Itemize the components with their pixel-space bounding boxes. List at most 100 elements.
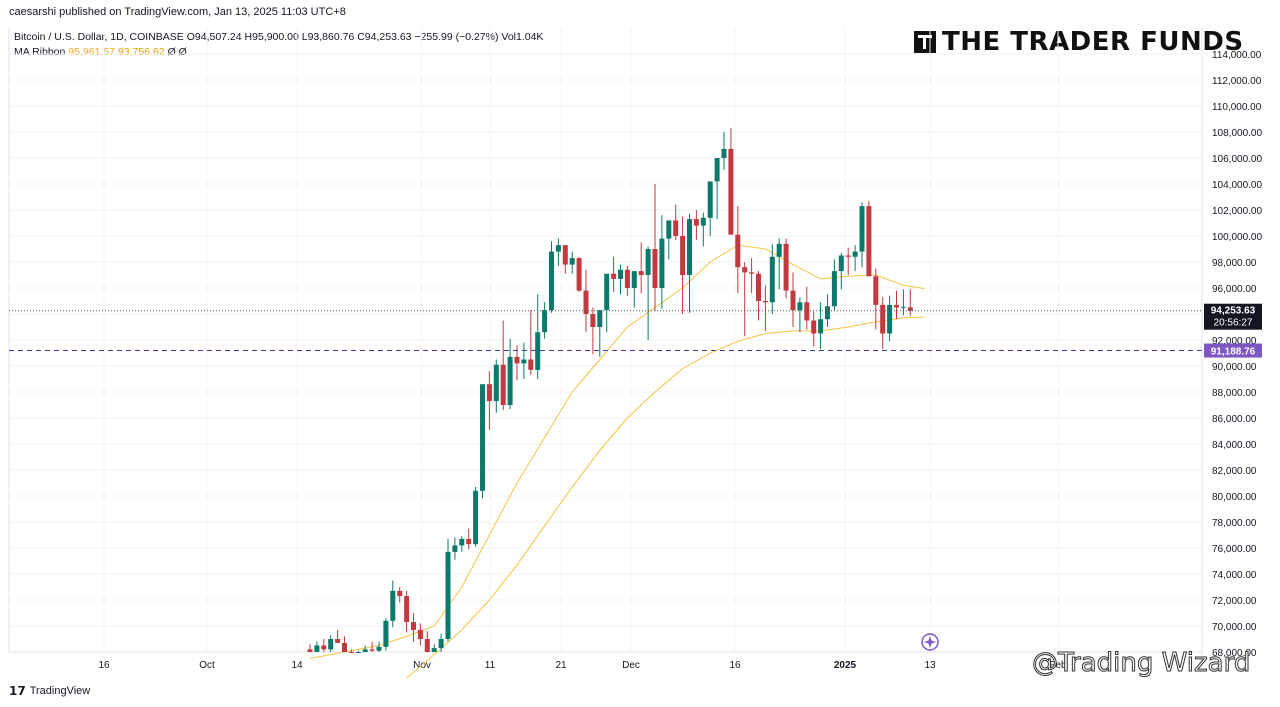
countdown-label: 20:56:27 bbox=[1214, 318, 1253, 329]
tradingview-footer[interactable]: 𝟭𝟳 TradingView bbox=[9, 684, 90, 698]
brand-text: THE TRADER FUNDS bbox=[942, 27, 1244, 57]
candle-body bbox=[542, 310, 548, 333]
candle-body bbox=[417, 629, 423, 639]
y-tick-label: 114,000.00 bbox=[1212, 50, 1262, 61]
candle-body bbox=[818, 319, 824, 334]
candle-body bbox=[576, 258, 582, 291]
y-tick-label: 84,000.00 bbox=[1212, 440, 1257, 451]
candle-body bbox=[721, 148, 727, 158]
candle-body bbox=[887, 304, 893, 334]
candle-body bbox=[583, 290, 589, 314]
candle-body bbox=[431, 648, 437, 652]
candle-body bbox=[776, 243, 782, 257]
candle-body bbox=[756, 273, 761, 301]
candle-body bbox=[562, 245, 568, 265]
legend-ma-label[interactable]: MA Ribbon bbox=[14, 46, 66, 58]
candle-body bbox=[873, 276, 879, 305]
candle-body bbox=[666, 220, 672, 239]
publisher-line: caesarshi published on TradingView.com, … bbox=[9, 6, 346, 18]
legend-ma-rest: Ø Ø bbox=[167, 46, 187, 58]
candle-body bbox=[369, 649, 375, 651]
candle-body bbox=[631, 271, 637, 288]
legend-symbol-row: Bitcoin / U.S. Dollar, 1D, COINBASE O94,… bbox=[14, 30, 543, 45]
candle-body bbox=[611, 273, 617, 279]
candle-body bbox=[790, 290, 796, 311]
ma-fast-line bbox=[309, 244, 925, 659]
candle-body bbox=[328, 639, 334, 650]
candle-body bbox=[590, 314, 596, 327]
candle-body bbox=[749, 272, 755, 274]
candle-body bbox=[348, 652, 354, 653]
candle-body bbox=[438, 639, 444, 649]
candle-body bbox=[424, 639, 430, 652]
y-tick-label: 92,000.00 bbox=[1212, 336, 1257, 347]
x-tick-label: Oct bbox=[199, 660, 215, 671]
y-tick-label: 68,000.00 bbox=[1212, 648, 1257, 659]
y-tick-label: 112,000.00 bbox=[1212, 76, 1262, 87]
candle-body bbox=[680, 236, 686, 275]
candle-body bbox=[335, 639, 341, 643]
timezone-icon-star bbox=[924, 636, 936, 648]
candle-body bbox=[624, 269, 630, 288]
y-tick-label: 76,000.00 bbox=[1212, 544, 1257, 555]
candle-body bbox=[618, 269, 623, 279]
y-tick-label: 90,000.00 bbox=[1212, 362, 1257, 373]
candle-body bbox=[693, 219, 699, 226]
candle-body bbox=[783, 243, 789, 291]
candle-body bbox=[845, 255, 851, 257]
candle-body bbox=[376, 646, 382, 651]
candle-body bbox=[473, 490, 479, 545]
y-tick-label: 72,000.00 bbox=[1212, 596, 1257, 607]
level-label: 91,188.76 bbox=[1211, 347, 1256, 358]
y-tick-label: 70,000.00 bbox=[1212, 622, 1257, 633]
y-tick-label: 74,000.00 bbox=[1212, 570, 1257, 581]
candle-body bbox=[507, 356, 513, 405]
candle-body bbox=[728, 148, 734, 235]
candle-body bbox=[859, 206, 865, 252]
candle-body bbox=[652, 249, 658, 288]
legend-ohlc: O94,507.24 H95,900.00 L93,860.76 C94,253… bbox=[186, 31, 544, 43]
y-tick-label: 104,000.00 bbox=[1212, 180, 1262, 191]
y-tick-label: 98,000.00 bbox=[1212, 258, 1257, 269]
candle-body bbox=[493, 364, 499, 402]
candle-body bbox=[907, 307, 913, 311]
candle-body bbox=[362, 649, 368, 652]
candle-body bbox=[838, 255, 844, 272]
candle-body bbox=[314, 645, 320, 652]
candle-body bbox=[321, 645, 327, 650]
candle-body bbox=[645, 249, 651, 275]
x-tick-label: 13 bbox=[924, 660, 936, 671]
level-badge bbox=[1204, 343, 1262, 358]
candle-body bbox=[825, 306, 830, 320]
candle-body bbox=[486, 384, 492, 402]
legend-ma2-value: 93,756.62 bbox=[117, 46, 165, 58]
y-tick-label: 108,000.00 bbox=[1212, 128, 1262, 139]
candle-body bbox=[769, 256, 775, 303]
y-tick-label: 102,000.00 bbox=[1212, 206, 1262, 217]
candle-body bbox=[700, 217, 706, 226]
y-tick-label: 88,000.00 bbox=[1212, 388, 1257, 399]
tradingview-logo-icon: 𝟭𝟳 bbox=[9, 684, 26, 698]
candle-body bbox=[445, 551, 451, 639]
y-tick-label: 80,000.00 bbox=[1212, 492, 1257, 503]
candle-body bbox=[804, 302, 810, 321]
candle-body bbox=[528, 359, 534, 370]
candle-body bbox=[404, 596, 410, 623]
legend-symbol[interactable]: Bitcoin / U.S. Dollar, 1D, COINBASE bbox=[14, 31, 184, 43]
x-tick-label: 2025 bbox=[834, 660, 857, 671]
y-tick-label: 78,000.00 bbox=[1212, 518, 1257, 529]
candle-body bbox=[880, 304, 886, 334]
candle-body bbox=[852, 251, 858, 257]
candle-body bbox=[555, 245, 561, 252]
author-watermark: @Trading Wizard bbox=[1031, 648, 1251, 679]
candle-body bbox=[604, 273, 610, 311]
candle-body bbox=[459, 538, 465, 546]
y-tick-label: 86,000.00 bbox=[1212, 414, 1257, 425]
y-tick-label: 100,000.00 bbox=[1212, 232, 1262, 243]
candle-body bbox=[466, 538, 472, 545]
candle-body bbox=[397, 590, 403, 597]
candle-body bbox=[535, 332, 541, 370]
x-tick-label: 14 bbox=[291, 660, 303, 671]
candle-body bbox=[521, 359, 527, 364]
